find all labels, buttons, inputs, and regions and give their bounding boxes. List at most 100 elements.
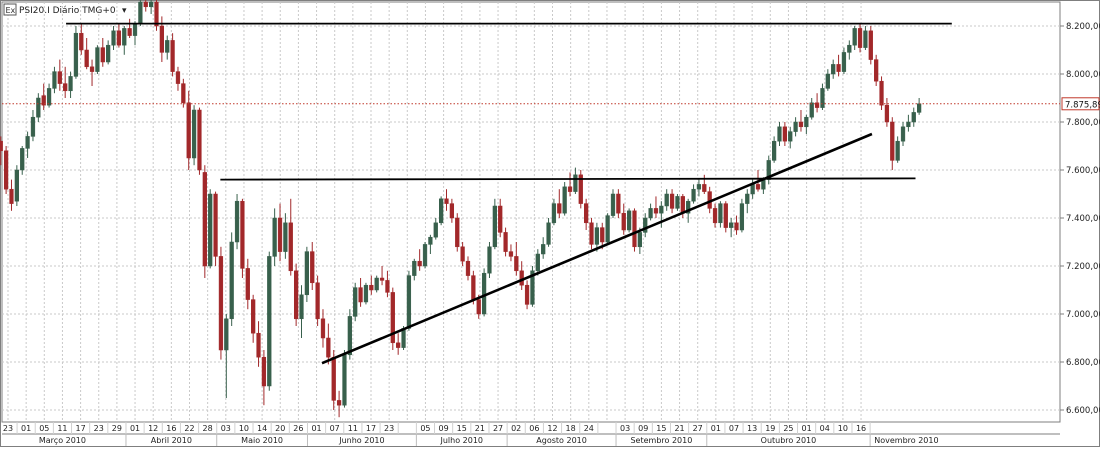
x-day-label: 27 <box>493 424 503 433</box>
candle-body <box>170 40 175 72</box>
candle-body <box>25 136 30 149</box>
x-day-label: 07 <box>330 424 340 433</box>
candle-body <box>535 253 540 272</box>
candle-body <box>798 121 804 128</box>
candle-body <box>546 222 551 245</box>
candle-body <box>460 246 465 262</box>
candle-body <box>57 71 62 84</box>
candle-body <box>20 148 25 171</box>
y-tick-label: 8.200,00 <box>1066 22 1100 32</box>
candle-body <box>691 188 696 202</box>
candle-body <box>530 270 535 305</box>
x-month-label: Maio 2010 <box>241 436 283 445</box>
symbol-icon[interactable] <box>3 3 17 16</box>
candle-body <box>745 193 750 204</box>
candle-body <box>138 1 143 24</box>
x-day-label: 01 <box>130 424 140 433</box>
candle-body <box>267 256 272 387</box>
candle-body <box>401 328 406 348</box>
last-price-layer: 7.875,89 <box>2 97 1100 111</box>
x-day-label: 10 <box>838 424 848 433</box>
candle-body <box>481 272 487 315</box>
candle-body <box>111 30 116 46</box>
candle-body <box>363 284 369 303</box>
axis-layer: 6.600,00 6.800,00 7.000,00 7.200,00 7.400,00… <box>2 22 1100 446</box>
candle-body <box>465 260 471 276</box>
candle-body <box>637 232 642 248</box>
x-day-label: 28 <box>203 424 213 433</box>
candle-body <box>315 282 320 320</box>
x-day-label: 12 <box>148 424 158 433</box>
x-day-label: 03 <box>221 424 231 433</box>
candle-body <box>616 193 621 214</box>
candle-body <box>809 102 814 118</box>
candle-body <box>14 169 19 202</box>
candle-body <box>514 256 519 272</box>
chevron-down-icon[interactable]: ▾ <box>122 6 127 16</box>
candle-body <box>847 44 852 53</box>
x-day-label: 27 <box>693 424 703 433</box>
candle-body <box>175 71 181 84</box>
y-tick-label: 6.600,00 <box>1066 406 1100 416</box>
candle-body <box>578 174 583 204</box>
candle-body <box>626 210 632 231</box>
candle-body <box>863 30 868 48</box>
candle-body <box>245 268 250 300</box>
candle-body <box>857 28 863 48</box>
candle-body <box>675 196 680 209</box>
candle-body <box>551 203 557 224</box>
candle-body <box>879 80 884 106</box>
x-day-label: 17 <box>366 424 376 433</box>
candle-body <box>310 251 315 284</box>
candle-body <box>213 193 218 257</box>
candle-body <box>9 188 14 204</box>
candle-body <box>643 217 648 233</box>
candle-body <box>412 260 417 276</box>
plot-frame <box>1 1 1061 423</box>
candle-body <box>240 200 245 269</box>
candle-body <box>181 83 186 104</box>
x-day-label: 04 <box>820 424 830 433</box>
x-day-label: 23 <box>384 424 394 433</box>
candle-body <box>739 203 745 231</box>
x-day-label: 06 <box>529 424 539 433</box>
x-month-label: Setembro 2010 <box>630 436 692 445</box>
candle-body <box>567 186 573 192</box>
candle-body <box>234 200 240 243</box>
candle-body <box>868 30 873 60</box>
candle-body <box>159 25 164 53</box>
trendline-support <box>321 132 873 365</box>
candle-body <box>632 210 637 248</box>
chart-header[interactable]: Ex PSI20.I Diário TMG+0 ▾ <box>3 3 127 16</box>
candle-body <box>132 23 138 36</box>
candle-body <box>653 208 659 214</box>
candle-body <box>884 104 890 123</box>
candle-body <box>353 287 358 317</box>
candle-body <box>95 47 100 72</box>
candle-body <box>712 208 718 224</box>
x-day-label: 20 <box>275 424 285 433</box>
candle-body <box>36 97 41 118</box>
candle-body <box>422 244 428 267</box>
candle-body <box>374 277 379 291</box>
candle-body <box>449 203 455 219</box>
symbol-title[interactable]: PSI20.I Diário TMG+0 <box>19 6 116 16</box>
candle-body <box>369 284 374 291</box>
candle-body <box>605 215 610 243</box>
candle-body <box>455 217 460 248</box>
x-day-label: 01 <box>711 424 721 433</box>
candle-body <box>444 198 449 204</box>
candle-body <box>30 116 36 137</box>
x-day-label: 12 <box>547 424 557 433</box>
x-day-label: 05 <box>39 424 49 433</box>
candle-body <box>218 256 224 351</box>
candle-body <box>718 203 723 224</box>
candle-body <box>390 292 395 344</box>
candle-body <box>610 193 616 216</box>
x-day-label: 11 <box>57 424 67 433</box>
candle-layer <box>0 0 922 418</box>
candle-body <box>734 222 739 231</box>
candle-body <box>723 203 728 228</box>
candle-body <box>804 116 809 128</box>
